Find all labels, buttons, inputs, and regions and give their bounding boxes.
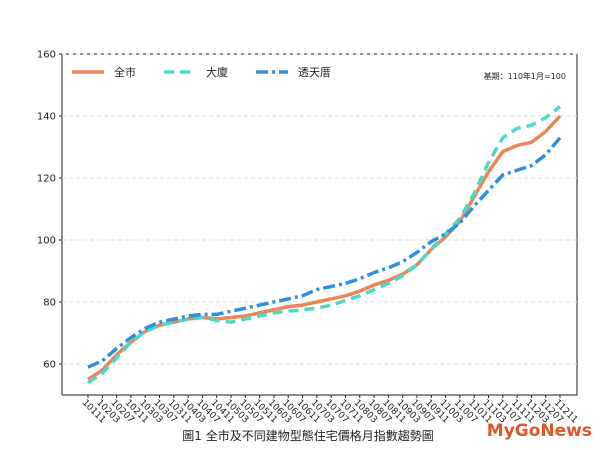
- y-tick-label: 140: [37, 112, 56, 123]
- legend-label: 透天厝: [298, 66, 331, 79]
- annotation: 基期：110年1月=100: [484, 71, 566, 81]
- plot-frame: [61, 53, 578, 396]
- watermark: MyGoNews: [487, 421, 592, 441]
- legend-label: 大廈: [206, 65, 228, 79]
- caption: 圖1 全市及不同建物型態住宅價格月指數趨勢圖: [182, 428, 433, 443]
- y-tick-label: 160: [37, 50, 56, 61]
- y-tick-label: 60: [43, 360, 56, 371]
- y-tick-label: 80: [43, 298, 56, 309]
- y-tick-label: 120: [37, 174, 56, 185]
- legend-label: 全市: [114, 65, 136, 79]
- series-line: [87, 105, 562, 385]
- series-line: [87, 136, 562, 369]
- y-tick-label: 100: [37, 236, 56, 247]
- series-line: [87, 114, 562, 381]
